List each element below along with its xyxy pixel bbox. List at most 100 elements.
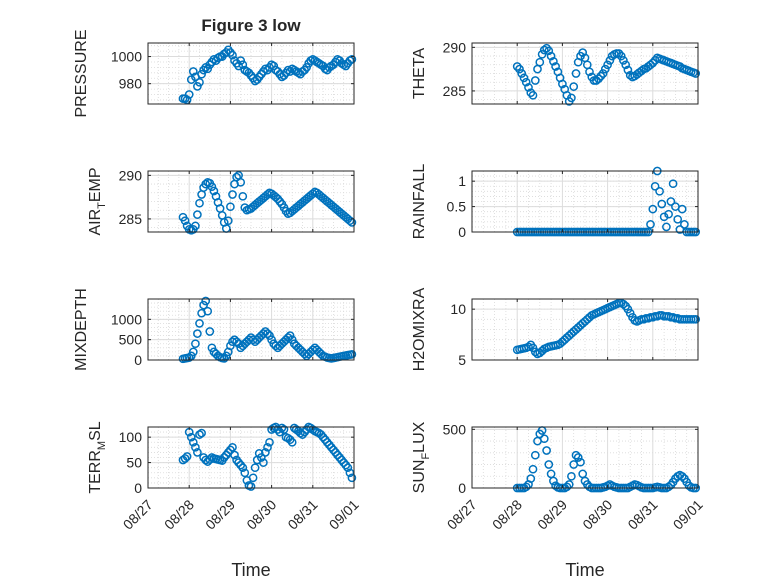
data-point [576,457,585,467]
y-tick-label: 980 [119,76,143,92]
data-point [596,71,606,81]
y-axis-label-part: EMP [87,167,104,202]
data-point [180,454,190,463]
data-point [250,463,260,473]
data-point [546,51,556,61]
data-point [265,437,274,447]
data-point [205,455,215,464]
y-tick-label: 290 [443,39,467,55]
data-point [236,177,246,187]
x-tick-label: 08/27 [120,496,156,532]
data-point [191,442,200,452]
data-point [648,58,658,68]
data-point [205,327,215,336]
data-point [542,446,551,455]
x-tick-label: 08/28 [161,496,197,532]
y-tick-label: 10 [450,301,466,317]
data-point [186,432,196,442]
data-point [549,56,558,66]
data-point [219,354,229,363]
axes-frame [471,298,699,361]
data-point [621,60,631,70]
data-point [562,482,572,492]
data-point [195,319,204,328]
data-point [223,216,233,226]
data-point [524,83,533,92]
data-point [209,186,219,196]
data-point [521,77,531,87]
data-point [585,67,594,77]
y-axis-label: RAINFALL [411,164,428,240]
subplot-7: 0 50 100 TERRMSL 08/27 08/28 08/29 08/30 08/31 09… [87,421,362,580]
data-point [191,339,200,349]
figure-title: Figure 3 low [201,16,301,35]
data-point [542,43,551,53]
data-point [515,64,524,74]
y-axis-label: SUNFLUX [411,421,432,493]
x-tick-label: 09/01 [326,496,362,532]
data-point [232,337,241,347]
data-point [283,333,293,342]
data-point [188,437,198,447]
data-point [234,61,243,71]
y-tick-label: 1000 [111,49,142,65]
data-point [238,463,248,473]
data-point [238,60,248,70]
data-point [228,50,237,60]
y-tick-label: 0 [134,480,142,496]
data-point [248,473,258,483]
data-point [539,434,549,444]
data-point [673,214,683,224]
data-point [668,179,678,189]
subplot-5: 0 500 1000 MIXDEPTH [73,288,357,371]
data-point [605,56,615,65]
data-point [324,440,334,450]
x-axis-label: Time [565,560,604,580]
data-point [666,197,676,206]
data-point [519,73,529,83]
data-point [691,69,701,78]
data-point [680,220,689,229]
data-point [195,430,204,439]
data-point [279,425,289,434]
data-point [521,482,531,492]
subplot-4: 0 0.5 1 RAINFALL [411,164,701,240]
y-axis-label: THETA [411,48,428,100]
x-tick-label: 08/31 [624,496,660,532]
data-point [254,449,264,458]
y-axis-label-part: TERR [87,450,104,494]
data-point [347,349,357,359]
data-point [287,437,297,447]
data-point [232,172,241,182]
data-point [573,453,583,462]
y-axis-label: MIXDEPTH [73,288,90,371]
data-point [616,51,626,61]
data-point [184,90,194,99]
data-point [591,76,601,85]
data-point [578,48,588,57]
subplot-6: 5 10 H2OMIXRA [411,287,701,371]
data-point [230,450,239,460]
x-axis-label: Time [231,560,270,580]
data-point [619,299,628,309]
data-point [238,191,248,201]
data-point [657,199,667,209]
data-point [339,458,349,467]
data-point [528,464,538,474]
data-point [219,453,229,462]
data-point [646,220,655,229]
data-point [528,90,538,100]
data-point [614,49,624,58]
series-points [512,43,701,106]
data-point [199,300,208,310]
y-axis-label-subscript: T [96,202,108,209]
data-point [296,428,305,438]
data-point [285,331,295,340]
data-point [567,93,576,103]
data-point [193,448,202,457]
series-points [178,45,357,105]
data-point [329,445,338,455]
data-point [544,46,554,56]
y-tick-label: 1 [458,173,466,189]
